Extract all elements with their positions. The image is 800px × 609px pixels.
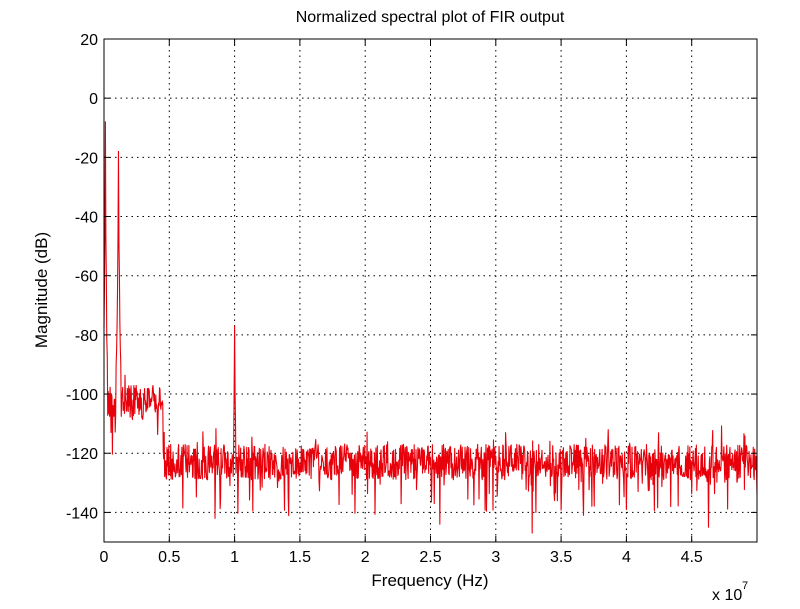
- x-tick-label: 3: [491, 549, 500, 566]
- x-multiplier-exponent: 7: [742, 580, 748, 592]
- y-tick-label: -20: [75, 150, 98, 167]
- y-axis-label: Magnitude (dB): [32, 232, 51, 348]
- x-tick-label: 1: [230, 549, 239, 566]
- x-multiplier-label: x 10: [712, 587, 742, 604]
- y-tick-label: 0: [89, 91, 98, 108]
- x-tick-label: 3.5: [550, 549, 572, 566]
- x-tick-label: 4.5: [681, 549, 703, 566]
- x-tick-label: 0: [100, 549, 109, 566]
- x-tick-label: 0.5: [158, 549, 180, 566]
- x-tick-label: 1.5: [289, 549, 311, 566]
- y-tick-label: -100: [66, 387, 98, 404]
- y-tick-label: 20: [80, 32, 98, 49]
- y-tick-label: -140: [66, 505, 98, 522]
- y-tick-label: -40: [75, 210, 98, 227]
- y-tick-label: -120: [66, 446, 98, 463]
- y-tick-label: -80: [75, 328, 98, 345]
- ticks: 0 0.5 1 1.5 2 2.5 3 3.5 4 4.5 20 0 -20 -40 -60 -80 -100 -…: [66, 32, 757, 566]
- x-axis-label: Frequency (Hz): [371, 571, 488, 590]
- series-line: [103, 121, 758, 534]
- y-tick-label: -60: [75, 269, 98, 286]
- x-tick-label: 4: [622, 549, 631, 566]
- x-tick-label: 2: [361, 549, 370, 566]
- series-layer: [103, 121, 758, 534]
- x-tick-label: 2.5: [419, 549, 441, 566]
- chart-title: Normalized spectral plot of FIR output: [296, 9, 565, 26]
